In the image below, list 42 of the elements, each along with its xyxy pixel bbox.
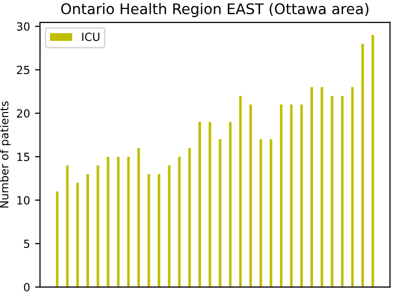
bar bbox=[168, 165, 170, 288]
bar bbox=[56, 191, 58, 288]
bar bbox=[310, 87, 313, 288]
bar bbox=[158, 174, 160, 288]
bar bbox=[341, 96, 344, 288]
bar bbox=[76, 182, 79, 288]
y-tick-label: 20 bbox=[16, 109, 30, 118]
bar bbox=[137, 148, 140, 288]
bar bbox=[188, 148, 191, 288]
bar bbox=[300, 104, 303, 288]
bar bbox=[260, 139, 262, 288]
bar bbox=[117, 156, 120, 288]
bar bbox=[351, 87, 354, 288]
bar bbox=[330, 96, 334, 288]
y-tick-label: 5 bbox=[24, 240, 30, 248]
y-tick-label: 0 bbox=[24, 283, 30, 292]
bar bbox=[290, 104, 293, 288]
chart-title: Ontario Health Region EAST (Ottawa area) bbox=[61, 3, 368, 18]
y-tick-label: 15 bbox=[17, 152, 30, 162]
bar bbox=[86, 174, 89, 288]
bar bbox=[229, 122, 232, 288]
bar bbox=[270, 139, 272, 288]
bar bbox=[127, 156, 130, 288]
bar bbox=[208, 122, 212, 288]
y-tick-label: 25 bbox=[16, 66, 30, 74]
bar bbox=[198, 122, 201, 288]
bar bbox=[249, 104, 252, 288]
bar bbox=[106, 156, 110, 288]
legend-label: ICU bbox=[82, 32, 100, 42]
bar bbox=[218, 139, 222, 288]
y-tick-label: 30 bbox=[16, 22, 30, 31]
bar bbox=[280, 104, 282, 288]
bar bbox=[372, 35, 374, 288]
bar bbox=[96, 165, 100, 288]
bar bbox=[66, 165, 69, 288]
bar bbox=[178, 156, 181, 288]
bar bbox=[320, 87, 324, 288]
y-axis-title: Number of patients bbox=[0, 101, 11, 208]
y-tick-label: 10 bbox=[17, 196, 30, 205]
bar bbox=[148, 174, 150, 288]
bar bbox=[361, 44, 364, 288]
bar bbox=[239, 96, 242, 288]
